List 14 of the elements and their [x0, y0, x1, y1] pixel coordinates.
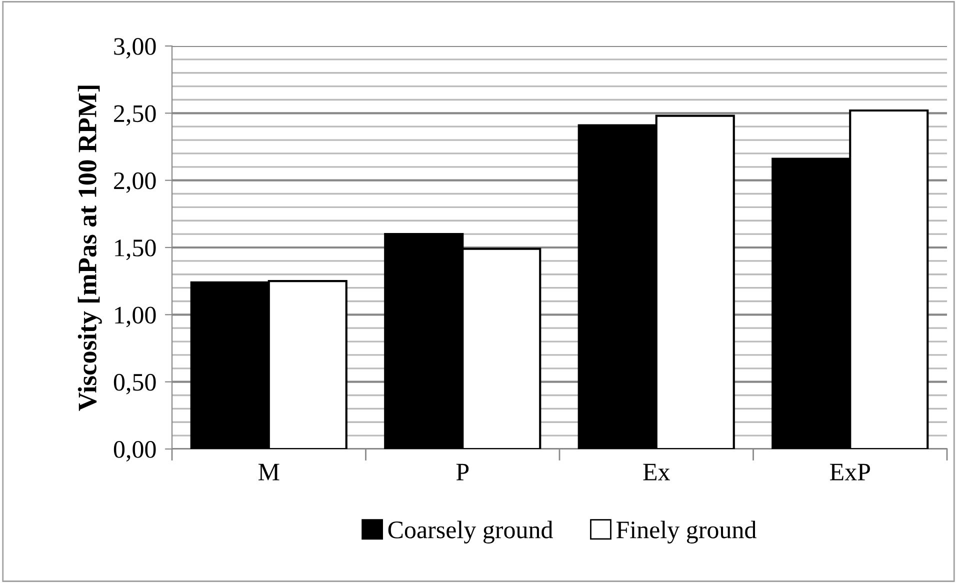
text: 0,00: [114, 441, 156, 462]
y-axis-title: Viscosity [mPas at 100 RPM]: [78, 86, 102, 411]
x-tick-label: M: [258, 464, 280, 480]
y-tick-label: 3,00: [114, 38, 156, 59]
y-tick-label: 0,50: [114, 374, 156, 394]
x-tick-label: P: [456, 464, 469, 480]
y-tick-label: 2,00: [114, 172, 156, 193]
y-tick-label: 1,50: [115, 240, 156, 260]
y-tick-label: 1,00: [115, 306, 156, 328]
legend-label: Finely ground: [616, 520, 756, 544]
legend-label: Coarsely ground: [388, 520, 553, 544]
x-tick-label: Ex: [643, 464, 670, 480]
y-tick-label: 2,50: [114, 105, 156, 126]
x-tick-label: ExP: [830, 464, 870, 480]
